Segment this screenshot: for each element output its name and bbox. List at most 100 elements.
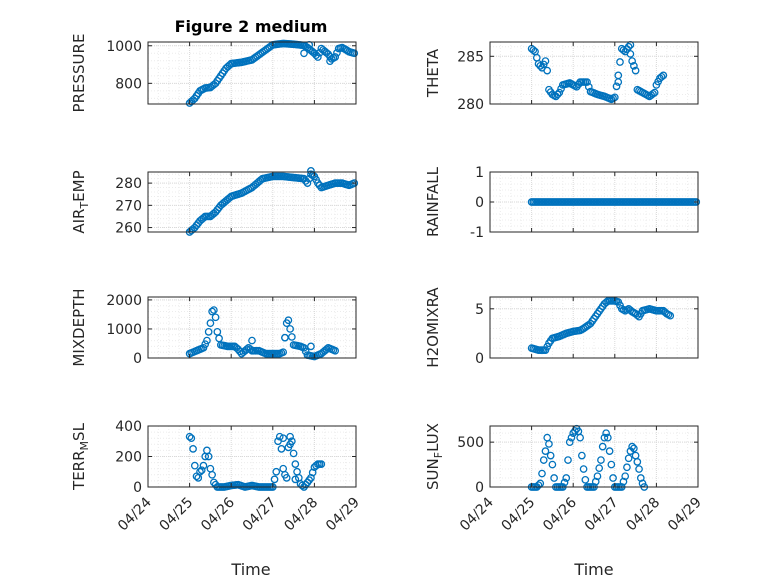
- y-axis-label: H2OMIXRA: [424, 287, 442, 368]
- data-point: [279, 434, 288, 443]
- data-point: [272, 467, 281, 476]
- x-tick-label: 04/27: [582, 495, 622, 535]
- data-point: [659, 71, 668, 80]
- data-point: [210, 306, 218, 314]
- y-tick-label: 0: [475, 480, 484, 496]
- data-point: [616, 58, 624, 66]
- data-point: [300, 49, 308, 58]
- y-tick-label: 2000: [106, 293, 142, 309]
- panel-theta: 280 285 THETA: [424, 41, 699, 113]
- y-tick-label: 0: [133, 351, 142, 367]
- data-point: [236, 347, 244, 356]
- data-point: [211, 313, 220, 322]
- y-tick-label: 200: [115, 450, 142, 466]
- data-point: [604, 433, 612, 442]
- data-point: [614, 78, 623, 86]
- data-point: [208, 470, 216, 479]
- data-point: [633, 311, 642, 320]
- data-point: [597, 456, 605, 464]
- data-point: [270, 475, 279, 484]
- figure-title: Figure 2 medium: [175, 17, 328, 36]
- data-point: [649, 89, 657, 98]
- data-point: [619, 46, 628, 54]
- data-point: [567, 433, 576, 442]
- data-point: [584, 82, 593, 91]
- data-point: [282, 473, 291, 482]
- data-point: [612, 82, 621, 91]
- data-point: [633, 458, 642, 466]
- data-point: [208, 307, 216, 316]
- x-tick-label: 04/24: [115, 494, 155, 534]
- data-point: [289, 449, 298, 458]
- data-point: [326, 57, 334, 66]
- data-point: [286, 325, 294, 333]
- data-point: [657, 72, 666, 81]
- data-point: [555, 88, 564, 97]
- x-tick-label: 04/28: [623, 495, 663, 535]
- y-tick-label: 260: [115, 221, 142, 237]
- data-point: [541, 57, 550, 65]
- panel-mixdepth: 0 1000 2000 MIXDEPTH: [70, 288, 357, 367]
- axes-box: [147, 296, 357, 359]
- data-point: [539, 456, 548, 464]
- data-point: [583, 78, 591, 86]
- data-point: [565, 438, 574, 446]
- panel-rainfall: -1 0 1 RAINFALL: [424, 165, 701, 241]
- data-point: [303, 179, 312, 187]
- data-point: [246, 345, 255, 354]
- y-tick-label: 500: [457, 435, 484, 451]
- data-point: [595, 464, 604, 473]
- data-point: [609, 474, 617, 482]
- y-axis-label: SUNFLUX: [424, 423, 445, 490]
- data-point: [350, 49, 359, 58]
- data-point: [623, 463, 631, 472]
- panel-terr_msl: 0 200 400 TERRMSL 04/24 04/25 04/26 04/27 04/28 0…: [70, 419, 363, 534]
- data-point: [576, 433, 584, 442]
- data-point: [621, 472, 630, 481]
- data-point: [277, 445, 286, 453]
- x-tick-label: 04/29: [323, 495, 363, 535]
- y-axis-label: THETA: [424, 48, 442, 98]
- x-tick-label: 04/26: [198, 494, 238, 534]
- data-point: [288, 437, 296, 446]
- data-point: [286, 432, 294, 441]
- data-point: [650, 88, 659, 97]
- x-axis-label-right: Time: [573, 560, 613, 579]
- data-point: [548, 460, 557, 469]
- y-tick-label: 400: [115, 419, 142, 435]
- data-point: [331, 346, 340, 355]
- data-point: [605, 447, 614, 455]
- data-point: [242, 345, 251, 354]
- y-axis-label: MIXDEPTH: [70, 288, 88, 366]
- data-point: [199, 214, 208, 222]
- data-point: [564, 456, 572, 464]
- data-point: [692, 198, 701, 206]
- y-tick-label: -1: [470, 225, 484, 241]
- axes-box: [489, 425, 699, 488]
- data-point: [187, 434, 196, 443]
- y-tick-label: 270: [115, 198, 142, 214]
- y-tick-label: 1000: [106, 322, 142, 338]
- data-point: [331, 53, 340, 61]
- x-tick-label: 04/28: [281, 495, 321, 535]
- data-point: [314, 53, 322, 61]
- data-point: [624, 42, 633, 51]
- axes-box: [147, 41, 357, 105]
- data-point: [626, 50, 635, 58]
- data-point: [189, 445, 197, 453]
- data-point: [630, 61, 638, 70]
- y-tick-label: 800: [115, 76, 142, 92]
- data-point: [203, 336, 211, 345]
- data-point: [307, 342, 315, 351]
- data-point: [546, 451, 555, 460]
- y-axis-label: TERRMSL: [70, 422, 91, 491]
- data-point: [199, 343, 208, 352]
- axes-box: [489, 41, 699, 105]
- data-point: [291, 460, 300, 468]
- axes-box: [489, 296, 699, 359]
- data-point: [190, 461, 199, 470]
- data-point: [536, 61, 545, 70]
- panel-air_temp: 260 270 280 AIRTEMP: [70, 167, 359, 237]
- data-point: [199, 461, 208, 470]
